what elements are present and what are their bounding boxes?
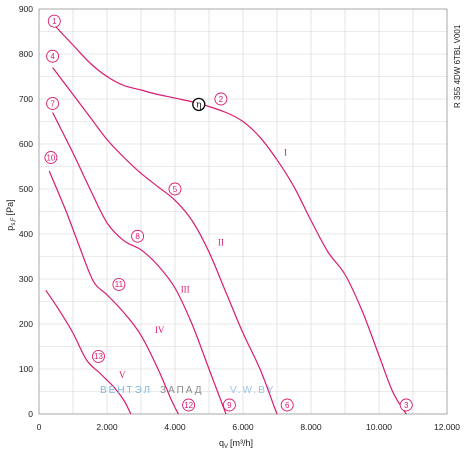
point-label-8: 8 — [131, 229, 145, 243]
point-label-text: 10 — [46, 153, 55, 162]
watermark-part3: V.W.BY — [230, 385, 276, 396]
x-tick-label: 0 — [37, 422, 42, 432]
point-label-circle — [47, 14, 61, 28]
point-label-2: 2 — [214, 92, 228, 106]
axes: 0 2.000 4.000 6.000 8.000 10.000 12.000 0 100 200… — [19, 4, 460, 432]
point-label-text: 12 — [184, 401, 193, 410]
y-tick-label: 0 — [28, 409, 33, 419]
y-tick-label: 300 — [19, 274, 33, 284]
point-label-13: 13 — [92, 349, 105, 363]
point-label-circle — [280, 398, 294, 412]
curve-I — [55, 26, 407, 415]
point-label-text: 13 — [94, 352, 103, 361]
speed-label-I: I — [284, 147, 287, 157]
y-tick-label: 400 — [19, 229, 33, 239]
efficiency-marker-circle — [192, 97, 206, 112]
watermark: ВЕНТЭЛ ЗАПАД V.W.BY — [100, 385, 276, 396]
speed-label-III: III — [181, 285, 190, 295]
point-label-3: 3 — [399, 398, 413, 412]
y-tick-label: 800 — [19, 49, 33, 59]
point-label-text: 6 — [285, 401, 290, 410]
point-label-text: 5 — [173, 185, 178, 194]
x-tick-label: 8.000 — [300, 422, 322, 432]
svg-text:qV[m³/h]: qV [m³/h] — [219, 438, 253, 450]
x-axis-symbol: q — [219, 438, 224, 448]
point-label-6: 6 — [280, 398, 294, 412]
speed-label-IV: IV — [155, 325, 165, 335]
x-axis-unit: [m³/h] — [230, 438, 253, 448]
point-label-text: 7 — [50, 99, 55, 108]
x-axis-subscript: V — [224, 444, 228, 450]
x-tick-label: 10.000 — [366, 422, 392, 432]
y-tick-label: 500 — [19, 184, 33, 194]
efficiency-marker: η — [192, 97, 206, 112]
point-label-4: 4 — [46, 49, 60, 63]
point-label-circle — [46, 97, 60, 110]
point-label-circle — [222, 398, 236, 412]
y-tick-label: 900 — [19, 4, 33, 14]
model-label: R 355 4DW 6TBL V001 — [453, 24, 462, 108]
fan-curves — [45, 26, 407, 415]
efficiency-marker-symbol: η — [196, 101, 201, 111]
watermark-part1: ВЕНТЭЛ — [100, 385, 152, 396]
point-label-circle — [92, 349, 105, 363]
point-label-text: 2 — [219, 95, 224, 104]
x-axis-title: qV [m³/h] — [219, 438, 253, 450]
y-tick-label: 600 — [19, 139, 33, 149]
point-label-circle — [399, 398, 413, 412]
x-tick-label: 6.000 — [232, 422, 254, 432]
point-label-text: 9 — [227, 401, 232, 410]
watermark-part2: ЗАПАД — [160, 385, 204, 396]
point-label-10: 10 — [44, 151, 58, 164]
point-label-circle — [44, 151, 58, 164]
y-tick-label: 200 — [19, 319, 33, 329]
point-label-5: 5 — [168, 182, 182, 196]
x-tick-label: 4.000 — [164, 422, 186, 432]
y-axis-title: ps,F [Pa] — [5, 199, 17, 230]
y-tick-label: 700 — [19, 94, 33, 104]
y-axis-unit: [Pa] — [5, 199, 15, 215]
point-label-text: 1 — [52, 17, 57, 26]
point-label-circle — [131, 229, 145, 243]
svg-text:ps,F[Pa]: ps,F [Pa] — [5, 199, 17, 230]
point-label-text: 8 — [135, 232, 140, 241]
curve-IV — [48, 170, 179, 415]
curve-III — [52, 112, 227, 415]
point-label-circle — [112, 277, 126, 291]
y-axis-symbol: p — [5, 226, 15, 231]
point-label-circle — [46, 49, 60, 63]
y-axis-subscript: s,F — [11, 217, 17, 226]
speed-label-II: II — [218, 237, 224, 247]
point-label-9: 9 — [222, 398, 236, 412]
curve-V — [45, 289, 132, 415]
point-label-11: 11 — [112, 277, 126, 291]
point-label-text: 11 — [115, 280, 124, 289]
point-label-7: 7 — [46, 97, 60, 110]
point-label-circle — [168, 182, 182, 196]
point-label-12: 12 — [182, 398, 196, 412]
curve-II — [52, 67, 278, 415]
point-label-circle — [182, 398, 196, 412]
point-label-circle — [214, 92, 228, 106]
point-label-text: 4 — [50, 52, 55, 61]
point-label-1: 1 — [47, 14, 61, 28]
x-tick-label: 2.000 — [96, 422, 118, 432]
point-label-text: 3 — [404, 401, 409, 410]
x-tick-label: 12.000 — [434, 422, 460, 432]
y-tick-label: 100 — [19, 364, 33, 374]
speed-label-V: V — [119, 370, 126, 380]
plot-frame — [38, 8, 448, 415]
